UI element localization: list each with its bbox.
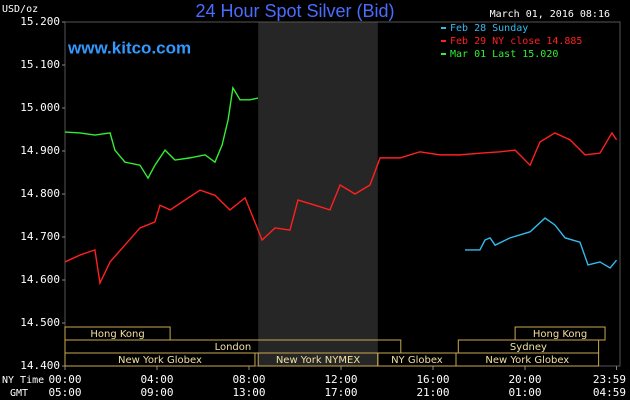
x2-tick-label: 21:00 (416, 386, 449, 399)
shaded-session (258, 22, 378, 366)
x-tick-label: 04:00 (140, 373, 173, 386)
session-label: Hong Kong (90, 329, 144, 340)
timestamp: March 01, 2016 08:16 (490, 9, 610, 20)
session-label: London (215, 342, 252, 353)
session-label: Sydney (510, 342, 547, 353)
x2-tick-label: 17:00 (324, 386, 357, 399)
x-tick-label: 16:00 (416, 373, 449, 386)
x2-row-label: GMT (10, 388, 28, 399)
legend-label: Feb 29 NY close 14.885 (450, 36, 582, 47)
x-tick-label: 12:00 (324, 373, 357, 386)
chart-title: 24 Hour Spot Silver (Bid) (195, 1, 394, 21)
x2-tick-label: 04:59 (593, 386, 626, 399)
x-tick-label: 23:59 (593, 373, 626, 386)
session-label: New York NYMEX (276, 355, 361, 366)
watermark: www.kitco.com (67, 38, 191, 57)
x2-tick-label: 13:00 (232, 386, 265, 399)
legend-label: Mar 01 Last 15.020 (450, 49, 558, 60)
y-tick-label: 14.500 (20, 316, 60, 329)
y-tick-label: 14.600 (20, 273, 60, 286)
x-row-label: NY Time (2, 375, 44, 386)
x2-tick-label: 05:00 (48, 386, 81, 399)
session-label: New York Globex (118, 355, 202, 366)
legend-label: Feb 28 Sunday (450, 23, 528, 34)
session-label: Hong Kong (533, 329, 587, 340)
session-label: New York Globex (485, 355, 569, 366)
y-tick-label: 15.200 (20, 15, 60, 28)
series-line (64, 85, 259, 180)
series-line (464, 217, 618, 269)
x2-tick-label: 09:00 (140, 386, 173, 399)
session-label: NY Globex (391, 355, 443, 366)
x2-tick-label: 01:00 (508, 386, 541, 399)
y-axis-label: USD/oz (2, 4, 38, 15)
y-tick-label: 14.400 (20, 359, 60, 372)
session-box (455, 352, 600, 367)
y-tick-label: 15.100 (20, 58, 60, 71)
y-tick-label: 15.000 (20, 101, 60, 114)
x-tick-label: 08:00 (232, 373, 265, 386)
session-box (64, 352, 256, 367)
x-tick-label: 00:00 (48, 373, 81, 386)
x-tick-label: 20:00 (508, 373, 541, 386)
y-tick-label: 14.900 (20, 144, 60, 157)
series-line (64, 131, 618, 286)
y-tick-label: 14.800 (20, 187, 60, 200)
y-tick-label: 14.700 (20, 230, 60, 243)
